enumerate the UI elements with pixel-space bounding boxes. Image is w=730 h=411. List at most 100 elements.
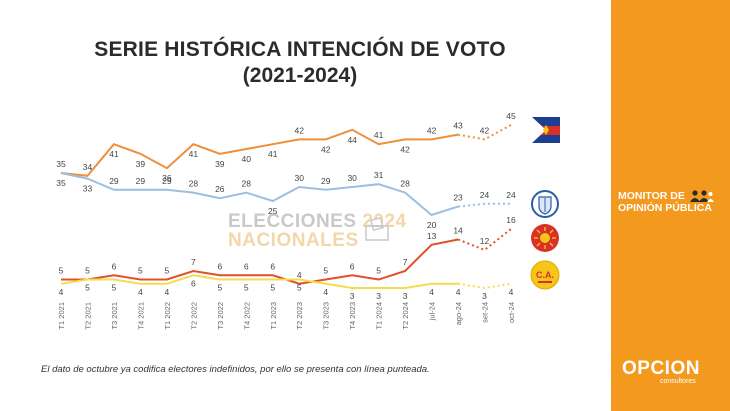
series-1-data-label: 26	[215, 184, 225, 194]
watermark-line2: NACIONALES	[228, 230, 359, 251]
series-3-data-label: 3	[376, 291, 381, 301]
x-tick-label: T1 2021	[57, 302, 66, 330]
series-2-data-label: 6	[217, 261, 222, 271]
x-tick-label: T2 2024	[401, 302, 410, 330]
partido-nacional-shield-icon	[531, 190, 559, 218]
series-2-data-label: 4	[297, 270, 302, 280]
monitor-line1: MONITOR DE	[618, 190, 685, 202]
series-2-data-label: 14	[453, 226, 463, 236]
x-tick-label: ago-24	[454, 302, 463, 325]
series-0-data-label: 42	[427, 125, 437, 135]
series-0-data-label: 42	[321, 144, 331, 154]
series-2-data-label: 6	[270, 261, 275, 271]
x-tick-label: T4 2023	[348, 302, 357, 330]
x-tick-label: T4 2022	[242, 302, 251, 330]
series-1-data-label: 29	[321, 176, 331, 186]
series-3-data-label: 4	[138, 287, 143, 297]
opcion-logo: OPCION consultores	[622, 358, 722, 385]
brand-subtitle: consultores	[660, 378, 696, 385]
series-0-data-label: 40	[242, 154, 252, 164]
series-3-data-label: 4	[165, 287, 170, 297]
series-2-data-label: 6	[112, 261, 117, 271]
x-tick-label: T3 2023	[322, 302, 331, 330]
chart-subtitle: (2021-2024)	[242, 64, 358, 87]
series-0-data-label: 41	[189, 149, 199, 159]
frente-amplio-flag-icon	[532, 117, 560, 143]
series-3-data-label: 5	[85, 283, 90, 293]
monitor-line2: OPINIÓN PÚBLICA	[618, 202, 712, 215]
series-2-data-label: 7	[191, 257, 196, 267]
series-3-data-label: 4	[429, 287, 434, 297]
series-2-data-label: 7	[403, 257, 408, 267]
series-3-data-label: 5	[112, 283, 117, 293]
series-2-data-label: 12	[480, 236, 490, 246]
series-2-data-label: 6	[350, 261, 355, 271]
series-1-data-label: 29	[136, 176, 146, 186]
series-1-data-label: 31	[374, 170, 384, 180]
series-3-data-label: 5	[270, 283, 275, 293]
series-1-data-label: 23	[453, 193, 463, 203]
x-tick-label: set-24	[481, 302, 490, 323]
series-3-data-label: 6	[191, 278, 196, 288]
watermark-word: ELECCIONES	[228, 211, 363, 232]
series-1-data-label: 30	[295, 173, 305, 183]
series-1-data-label: 24	[480, 190, 490, 200]
series-0-data-label: 42	[295, 125, 305, 135]
orange-sidebar	[611, 0, 730, 411]
series-1-data-label: 30	[347, 173, 357, 183]
x-tick-label: jul-24	[428, 302, 437, 321]
series-2-data-label: 5	[59, 266, 64, 276]
series-3-data-label: 3	[482, 291, 487, 301]
partido-colorado-sun-icon	[531, 224, 559, 252]
x-tick-label: T1 2024	[375, 302, 384, 330]
x-tick-label: T3 2022	[216, 302, 225, 330]
series-3-data-label: 5	[297, 283, 302, 293]
series-1-data-label: 25	[268, 206, 278, 216]
series-0-dashed-line	[457, 124, 512, 141]
series-2-data-label: 13	[427, 231, 437, 241]
series-3-data-label: 5	[217, 283, 222, 293]
series-1-data-label: 33	[83, 184, 93, 194]
x-tick-label: T1 2022	[163, 302, 172, 330]
x-tick-label: T2 2022	[189, 302, 198, 330]
cabildo-abierto-logo-icon: C.A.	[530, 260, 560, 290]
series-1-line	[60, 172, 459, 217]
series-0-data-label: 42	[400, 144, 410, 154]
series-2-line	[61, 238, 459, 285]
series-2-dashed-line	[457, 228, 512, 252]
series-0-data-label: 41	[268, 149, 278, 159]
x-tick-label: T1 2023	[269, 302, 278, 330]
series-1-data-label: 35	[56, 178, 66, 188]
brand-name: OPCION	[622, 358, 700, 379]
x-tick-label: T2 2023	[295, 302, 304, 330]
series-1-dashed-line	[457, 202, 511, 208]
series-1-data-label: 20	[427, 220, 437, 230]
x-tick-label: oct-24	[507, 302, 516, 323]
ballot-box-icon	[365, 216, 389, 241]
series-0-data-label: 42	[480, 125, 490, 135]
series-3-data-label: 3	[350, 291, 355, 301]
series-0-data-label: 35	[56, 159, 66, 169]
x-tick-label: T4 2021	[136, 302, 145, 330]
series-3-line	[60, 274, 459, 289]
x-tick-label: T2 2021	[83, 302, 92, 330]
series-2-data-label: 16	[506, 215, 516, 225]
series-0-data-label: 41	[374, 130, 384, 140]
series-1-data-label: 29	[162, 176, 172, 186]
series-0-data-label: 41	[109, 149, 119, 159]
chart-title: SERIE HISTÓRICA INTENCIÓN DE VOTO	[94, 38, 506, 61]
footnote: El dato de octubre ya codifica electores…	[41, 364, 430, 375]
series-3-data-label: 4	[323, 287, 328, 297]
series-3-data-label: 4	[59, 287, 64, 297]
series-1-data-label: 29	[109, 176, 119, 186]
series-3-data-label: 4	[509, 287, 514, 297]
cabildo-abierto-label: C.A.	[536, 270, 554, 280]
series-1-data-label: 24	[506, 190, 516, 200]
series-2-data-label: 5	[323, 266, 328, 276]
series-2-data-label: 5	[138, 266, 143, 276]
series-1-data-label: 28	[400, 179, 410, 189]
series-3-dashed-line	[457, 282, 512, 290]
series-2-data-label: 5	[376, 266, 381, 276]
series-0-data-label: 43	[453, 121, 463, 131]
